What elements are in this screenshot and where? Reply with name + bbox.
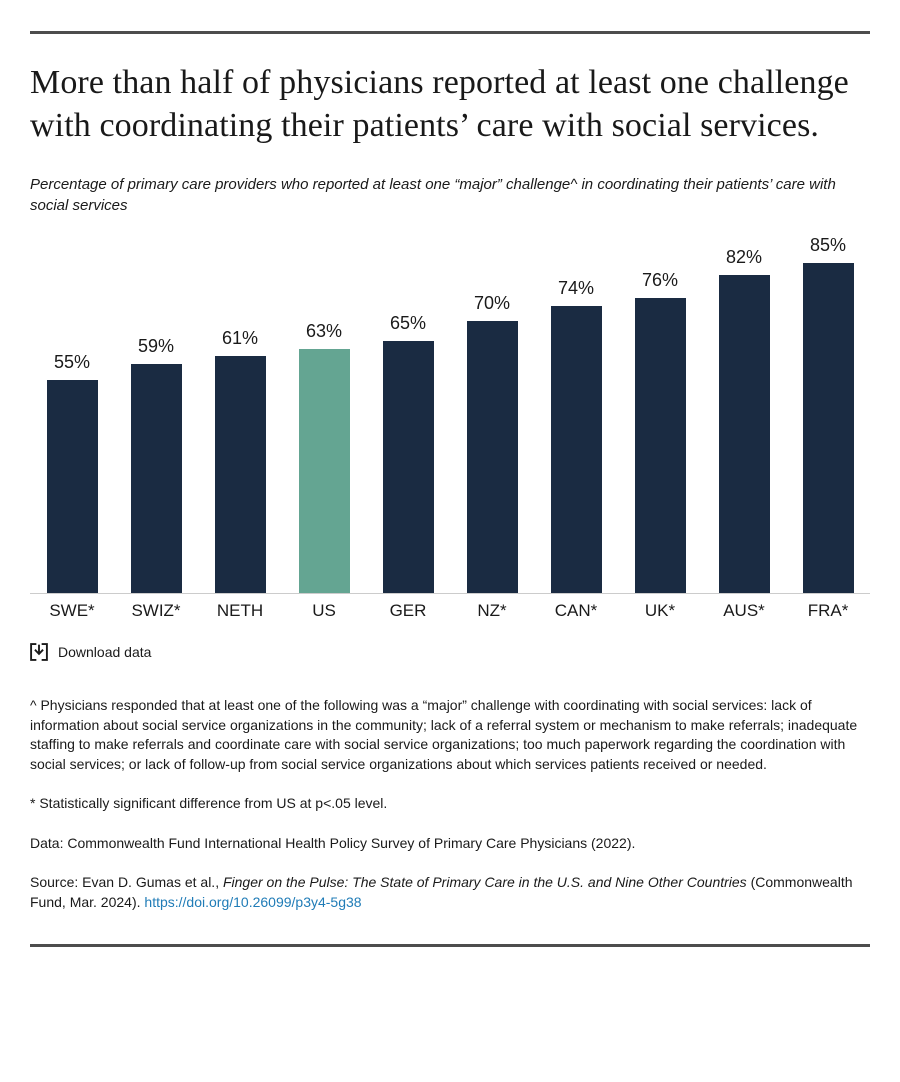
bottom-rule <box>30 944 870 948</box>
bar-column-uk: 76% <box>618 270 702 594</box>
bar-column-neth: 61% <box>198 328 282 594</box>
axis-labels-row: SWE* SWIZ* NETH US GER NZ* CAN* UK* AUS* FRA* <box>30 594 870 621</box>
axis-label-us: US <box>312 601 336 621</box>
axis-label-can: CAN* <box>554 601 598 621</box>
bar-chart: 55% 59% 61% 63% 65% 70% 74% 76% 82% 85% SWE* SWIZ*… <box>30 233 870 621</box>
page: More than half of physicians reported at… <box>0 31 900 948</box>
bar-column-fra: 85% <box>786 235 870 594</box>
bar-column-swiz: 59% <box>114 336 198 594</box>
bar-column-nz: 70% <box>450 293 534 594</box>
axis-label-fra: FRA* <box>807 601 849 621</box>
bar-fra <box>802 263 854 594</box>
axis-label-swe: SWE* <box>49 601 95 621</box>
bar-us <box>298 349 350 594</box>
axis-label-neth: NETH <box>216 601 264 621</box>
axis-label-uk: UK* <box>644 601 676 621</box>
doi-link[interactable]: https://doi.org/10.26099/p3y4-5g38 <box>144 893 362 910</box>
download-label: Download data <box>58 644 152 661</box>
bar-value-label-ger: 65% <box>389 313 427 334</box>
axis-label-aus: AUS* <box>723 601 765 621</box>
bar-aus <box>718 275 770 594</box>
bars-row: 55% 59% 61% 63% 65% 70% 74% 76% 82% 85% <box>30 233 870 594</box>
chart-subtitle: Percentage of primary care providers who… <box>30 175 836 215</box>
bar-column-aus: 82% <box>702 247 786 594</box>
bar-value-label-uk: 76% <box>641 270 679 291</box>
bar-column-ger: 65% <box>366 313 450 594</box>
bar-value-label-neth: 61% <box>221 328 259 349</box>
download-data-button[interactable]: Download data <box>30 643 152 662</box>
bar-value-label-nz: 70% <box>473 293 511 314</box>
bar-value-label-can: 74% <box>557 278 595 299</box>
bar-value-label-aus: 82% <box>725 247 763 268</box>
challenge-footnote: ^ Physicians responded that at least one… <box>30 697 858 772</box>
significance-footnote: * Statistically significant difference f… <box>30 795 388 812</box>
axis-label-ger: GER <box>389 601 427 621</box>
axis-label-nz: NZ* <box>477 601 507 621</box>
source-line: Source: Evan D. Gumas et al., Finger on … <box>30 873 870 912</box>
bar-uk <box>634 298 686 594</box>
bar-ger <box>382 341 434 594</box>
source-prefix: Source: Evan D. Gumas et al., <box>30 874 223 891</box>
download-icon <box>30 643 48 662</box>
bar-neth <box>214 356 266 594</box>
source-suffix: (Commonwealth Fund, Mar. 2024). <box>30 874 853 910</box>
bar-column-us: 63% <box>282 321 366 594</box>
bar-value-label-fra: 85% <box>809 235 847 256</box>
page-title: More than half of physicians reported at… <box>30 64 849 144</box>
axis-label-swiz: SWIZ* <box>131 601 181 621</box>
bar-value-label-swiz: 59% <box>137 336 175 357</box>
bar-value-label-swe: 55% <box>53 352 91 373</box>
x-axis-line <box>30 593 870 595</box>
bar-value-label-us: 63% <box>305 321 343 342</box>
bar-swiz <box>130 364 182 594</box>
top-rule <box>30 31 870 34</box>
bar-nz <box>466 321 518 594</box>
bar-column-swe: 55% <box>30 352 114 594</box>
bar-can <box>550 306 602 594</box>
source-report-title: Finger on the Pulse: The State of Primar… <box>222 874 747 891</box>
bar-column-can: 74% <box>534 278 618 594</box>
bar-swe <box>46 380 98 594</box>
data-note: Data: Commonwealth Fund International He… <box>30 834 636 851</box>
